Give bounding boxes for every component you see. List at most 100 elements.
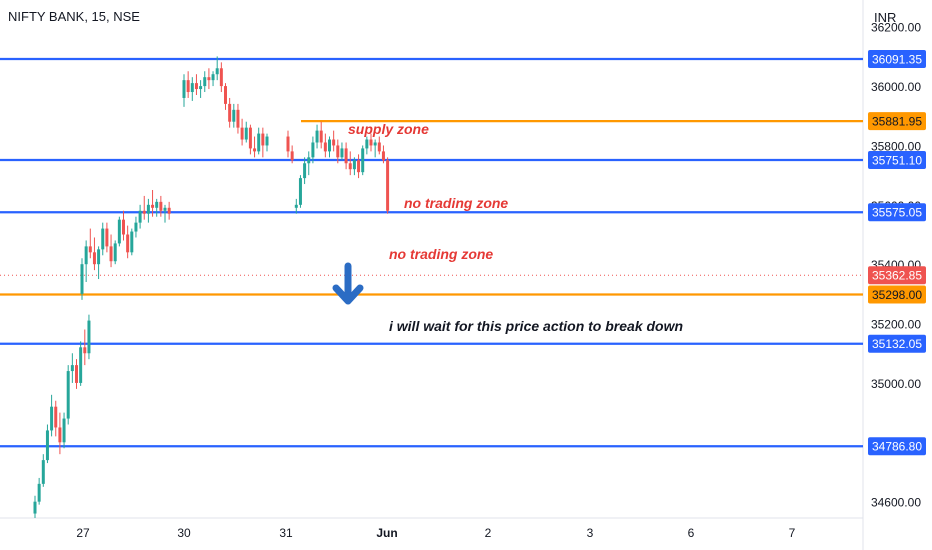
candle-body — [88, 246, 92, 253]
level-badge-0-bg — [868, 49, 926, 68]
candle-body — [126, 234, 130, 253]
candle-body — [336, 145, 340, 158]
candle-body — [261, 133, 265, 146]
candle — [352, 157, 356, 176]
x-tick-label: 2 — [485, 526, 492, 540]
candle-body — [311, 142, 315, 158]
candle-body — [190, 83, 194, 93]
candle-body — [328, 139, 331, 152]
candle — [113, 240, 117, 265]
candle — [122, 210, 125, 241]
level-badge-6-text: 34786.80 — [872, 440, 922, 454]
annotation-no-trading-zone-2: no trading zone — [389, 246, 493, 262]
candle — [88, 228, 92, 259]
x-tick-label: 31 — [279, 526, 293, 540]
candle — [159, 195, 163, 217]
candle — [328, 136, 331, 158]
price-badges: 36091.35 35881.95 35751.10 35575.05 35298.00… — [868, 49, 926, 456]
candle-body — [228, 103, 232, 122]
candle — [87, 314, 91, 360]
candle — [261, 127, 265, 158]
candle-body — [257, 133, 261, 152]
candle — [50, 394, 54, 437]
y-tick-label: 36000.00 — [871, 80, 921, 94]
candle — [219, 62, 223, 93]
candle — [134, 216, 138, 238]
candle — [101, 222, 105, 256]
level-badge-3-bg — [868, 203, 926, 222]
candle — [323, 133, 327, 158]
level-badge-2-text: 35751.10 — [872, 153, 922, 167]
x-tick-label: 6 — [688, 526, 695, 540]
candle — [298, 175, 302, 208]
y-tick-label: 35200.00 — [871, 318, 921, 332]
x-tick-label: 30 — [177, 526, 191, 540]
candle-body — [215, 68, 219, 75]
level-badge-2: 35751.10 — [868, 150, 926, 169]
candle-body — [122, 219, 125, 235]
candle-body — [92, 252, 96, 265]
last-price-badge-text: 35362.85 — [872, 269, 922, 283]
level-badge-1-bg — [868, 112, 926, 131]
candle-body — [66, 371, 70, 419]
candle — [45, 424, 49, 464]
x-tick-label: 3 — [587, 526, 594, 540]
x-tick-label: Jun — [376, 526, 397, 540]
candle-body — [377, 142, 381, 152]
level-badge-5: 35132.05 — [868, 334, 926, 353]
candle-body — [151, 204, 155, 208]
candle-body — [332, 139, 336, 146]
candle-body — [138, 210, 142, 223]
annotation-no-trading-zone-1: no trading zone — [404, 195, 508, 211]
y-tick-label: 36200.00 — [871, 21, 921, 35]
candle — [199, 80, 203, 98]
candle — [84, 240, 88, 283]
level-badge-2-bg — [868, 150, 926, 169]
candle — [373, 139, 377, 158]
candle — [244, 121, 248, 143]
candle-body — [194, 83, 198, 90]
price-axis[interactable]: 34600.0034800.0035000.0035200.0035400.00… — [871, 21, 921, 510]
candle — [33, 495, 37, 518]
candle-body — [167, 207, 171, 214]
candle-body — [365, 139, 369, 149]
candle-body — [54, 406, 58, 428]
candle-body — [117, 219, 121, 244]
candle-body — [352, 160, 356, 170]
candle — [117, 216, 121, 247]
candle-body — [163, 207, 167, 211]
candle — [211, 71, 215, 87]
y-tick-label: 35000.00 — [871, 377, 921, 391]
level-badge-4: 35298.00 — [868, 285, 926, 304]
candle-body — [286, 136, 290, 152]
candle — [344, 142, 348, 170]
candle — [224, 83, 227, 110]
candle-body — [130, 231, 134, 253]
candle-body — [386, 160, 390, 211]
level-badge-1: 35881.95 — [868, 112, 926, 131]
candle — [155, 198, 159, 217]
candle — [377, 136, 381, 155]
candle — [386, 157, 390, 214]
candle — [336, 139, 340, 164]
level-badge-4-bg — [868, 285, 926, 304]
candle-body — [348, 163, 352, 170]
candle-body — [303, 163, 307, 179]
candle — [130, 228, 134, 256]
candle-body — [199, 86, 203, 90]
candle-body — [33, 501, 37, 514]
candle-body — [203, 77, 207, 87]
candle-body — [113, 243, 117, 262]
candle-body — [101, 228, 105, 250]
candle-body — [236, 109, 240, 128]
candle-body — [361, 148, 365, 173]
level-badge-5-bg — [868, 334, 926, 353]
candle-body — [248, 127, 252, 149]
candle — [62, 412, 66, 449]
y-tick-label: 34600.00 — [871, 496, 921, 510]
candle — [340, 142, 344, 161]
time-axis[interactable]: 27 30 31 Jun 2 3 6 7 — [76, 526, 795, 540]
candle — [286, 130, 290, 158]
